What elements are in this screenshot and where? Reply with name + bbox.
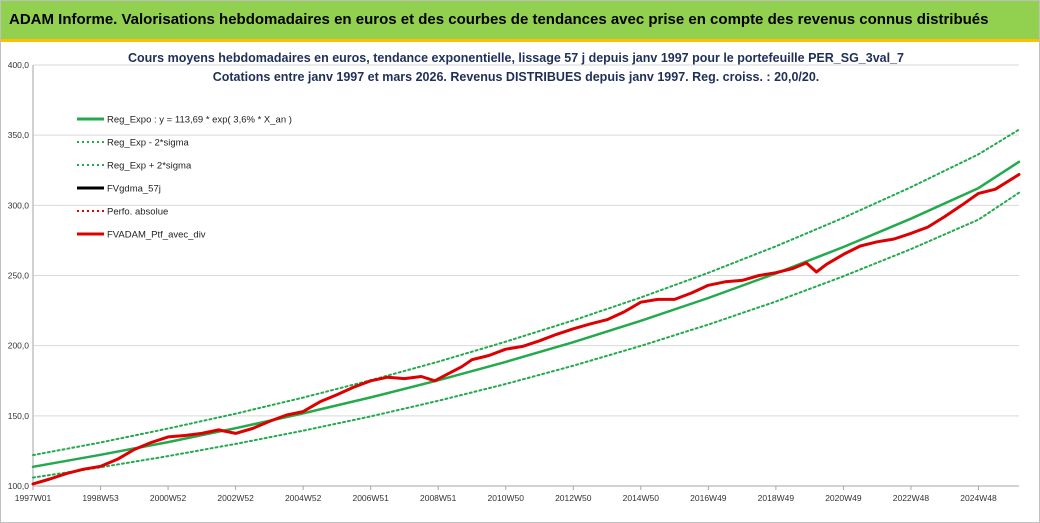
x-tick-label: 2008W51 xyxy=(420,493,457,503)
x-tick-label: 2018W49 xyxy=(758,493,795,503)
x-tick-label: 2004W52 xyxy=(285,493,322,503)
x-tick-label: 2024W48 xyxy=(960,493,997,503)
legend-label: Perfo. absolue xyxy=(107,207,168,218)
y-tick-label: 350,0 xyxy=(8,130,30,140)
y-tick-label: 200,0 xyxy=(8,341,30,351)
x-tick-label: 1998W53 xyxy=(82,493,119,503)
x-tick-label: 2022W48 xyxy=(893,493,930,503)
x-tick-label: 2020W49 xyxy=(825,493,862,503)
x-tick-label: 2012W50 xyxy=(555,493,592,503)
legend-label: Reg_Exp - 2*sigma xyxy=(107,138,190,149)
y-tick-label: 400,0 xyxy=(8,60,30,70)
header-bar: ADAM Informe. Valorisations hebdomadaire… xyxy=(1,1,1039,39)
x-tick-label: 2000W52 xyxy=(150,493,187,503)
x-tick-label: 1997W01 xyxy=(15,493,52,503)
y-axis-ticks: 100,0 150,0 200,0 250,0 300,0 350,0 400,0 xyxy=(8,60,30,491)
x-axis-ticks: 1997W01 1998W53 2000W52 2002W52 2004W52 2006W… xyxy=(15,486,997,503)
chart-title: Cours moyens hebdomadaires en euros, ten… xyxy=(128,51,904,65)
series-reg-exp-plus-2sigma-line xyxy=(32,128,1020,457)
legend-label: Reg_Expo : y = 113,69 * exp( 3,6% * X_an… xyxy=(107,115,292,126)
axes xyxy=(32,65,1019,487)
x-tick-label: 2014W50 xyxy=(623,493,660,503)
series-reg-exp-minus-2sigma-line xyxy=(32,191,1020,479)
x-tick-label: 2016W49 xyxy=(690,493,727,503)
y-tick-label: 250,0 xyxy=(8,271,30,281)
legend-label: FVADAM_Ptf_avec_div xyxy=(107,230,206,241)
series-fvadam-ptf-avec-div-line xyxy=(31,173,1021,486)
series-lines xyxy=(31,128,1021,486)
x-tick-label: 2006W51 xyxy=(352,493,389,503)
y-tick-label: 100,0 xyxy=(8,481,30,491)
header-rule xyxy=(1,39,1039,42)
chart-subtitle: Cotations entre janv 1997 et mars 2026. … xyxy=(213,70,820,84)
header-title: ADAM Informe. Valorisations hebdomadaire… xyxy=(9,11,989,28)
y-tick-label: 300,0 xyxy=(8,200,30,210)
x-tick-label: 2002W52 xyxy=(217,493,254,503)
gridlines xyxy=(33,64,1019,487)
series-reg-expo-line xyxy=(31,160,1021,469)
legend: Reg_Expo : y = 113,69 * exp( 3,6% * X_an… xyxy=(77,115,292,241)
y-tick-label: 150,0 xyxy=(8,411,30,421)
legend-label: FVgdma_57j xyxy=(107,184,161,195)
legend-label: Reg_Exp + 2*sigma xyxy=(107,161,192,172)
x-tick-label: 2010W50 xyxy=(488,493,525,503)
